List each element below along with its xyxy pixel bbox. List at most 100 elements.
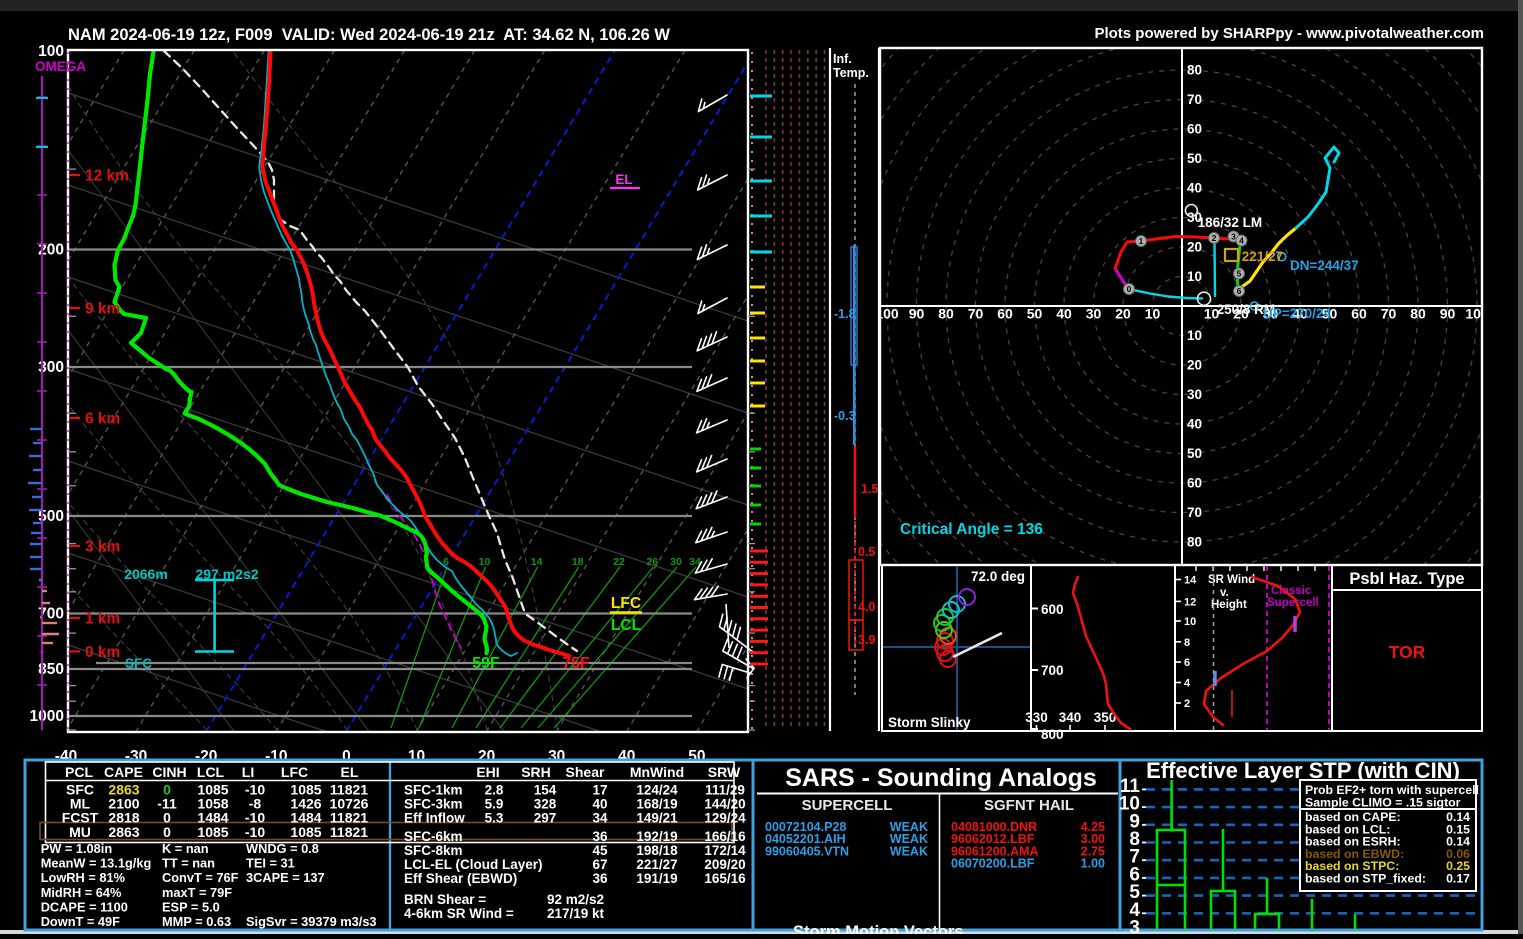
svg-text:ConvT = 76F: ConvT = 76F	[162, 870, 239, 885]
svg-text:12 km: 12 km	[85, 168, 129, 185]
svg-text:MeanW = 13.1g/kg: MeanW = 13.1g/kg	[41, 856, 152, 871]
svg-text:4-6km SR Wind =: 4-6km SR Wind =	[404, 906, 514, 921]
svg-text:36: 36	[592, 829, 608, 844]
svg-text:17: 17	[592, 783, 607, 798]
svg-text:-10: -10	[245, 824, 265, 840]
svg-text:based on STP_fixed:: based on STP_fixed:	[1305, 872, 1426, 886]
svg-text:149/21: 149/21	[636, 811, 678, 826]
svg-text:10: 10	[1184, 616, 1196, 628]
svg-text:TOR: TOR	[1389, 642, 1426, 662]
svg-text:MMP = 0.63: MMP = 0.63	[162, 914, 231, 929]
svg-text:DCAPE = 1100: DCAPE = 1100	[41, 899, 128, 914]
svg-text:EHI: EHI	[476, 764, 499, 780]
svg-text:45: 45	[592, 843, 608, 858]
svg-text:BRN Shear =: BRN Shear =	[404, 892, 486, 907]
svg-text:99060405.VTN: 99060405.VTN	[765, 844, 849, 858]
svg-text:0.5: 0.5	[858, 545, 875, 559]
svg-text:2: 2	[1184, 698, 1190, 710]
svg-text:40: 40	[1187, 417, 1202, 432]
svg-text:SARS - Sounding Analogs: SARS - Sounding Analogs	[785, 764, 1097, 792]
svg-text:9 km: 9 km	[85, 301, 120, 318]
svg-text:4: 4	[1184, 678, 1191, 690]
svg-text:WEAK: WEAK	[890, 844, 928, 858]
svg-text:3.9: 3.9	[858, 633, 875, 647]
svg-text:SFC-3km: SFC-3km	[404, 797, 463, 812]
svg-text:WNDG = 0.8: WNDG = 0.8	[246, 841, 319, 856]
svg-text:191/19: 191/19	[636, 871, 677, 886]
svg-text:60: 60	[1351, 306, 1367, 322]
svg-text:700: 700	[1041, 663, 1064, 678]
svg-text:maxT = 79F: maxT = 79F	[162, 885, 232, 900]
svg-text:SGFNT HAIL: SGFNT HAIL	[984, 797, 1074, 814]
svg-text:LCL-EL (Cloud Layer): LCL-EL (Cloud Layer)	[404, 857, 543, 872]
svg-text:30: 30	[1187, 387, 1202, 402]
svg-text:70: 70	[1381, 306, 1397, 322]
svg-text:92 m2/s2: 92 m2/s2	[547, 892, 604, 907]
svg-text:ESP = 5.0: ESP = 5.0	[162, 899, 220, 914]
svg-text:221/27: 221/27	[1242, 249, 1283, 264]
svg-text:Shear: Shear	[566, 764, 605, 780]
svg-text:70: 70	[1187, 92, 1202, 107]
svg-text:Eff Shear (EBWD): Eff Shear (EBWD)	[404, 871, 517, 886]
svg-text:EL: EL	[341, 764, 359, 780]
svg-text:5.3: 5.3	[485, 811, 504, 826]
svg-text:3CAPE = 137: 3CAPE = 137	[246, 870, 325, 885]
svg-text:06070200.LBF: 06070200.LBF	[951, 857, 1035, 871]
svg-text:0.17: 0.17	[1446, 872, 1470, 886]
svg-text:30: 30	[1086, 306, 1102, 322]
svg-text:192/19: 192/19	[636, 829, 677, 844]
svg-text:1.00: 1.00	[1081, 857, 1105, 871]
svg-text:186/32 LM: 186/32 LM	[1198, 215, 1263, 230]
svg-text:70: 70	[1187, 505, 1202, 520]
svg-text:LFC: LFC	[611, 595, 641, 612]
svg-text:36: 36	[592, 871, 608, 886]
svg-text:10: 10	[1145, 306, 1161, 322]
svg-text:Temp.: Temp.	[833, 66, 869, 80]
svg-text:EL: EL	[615, 172, 632, 187]
svg-text:K = nan: K = nan	[162, 841, 209, 856]
svg-text:14: 14	[531, 556, 543, 568]
svg-text:217/19 kt: 217/19 kt	[547, 906, 605, 921]
svg-text:20: 20	[1187, 358, 1202, 373]
svg-text:Inf.: Inf.	[833, 52, 852, 66]
svg-text:SigSvr = 39379 m3/s3: SigSvr = 39379 m3/s3	[246, 914, 377, 929]
svg-text:67: 67	[592, 857, 607, 872]
svg-text:221/27: 221/27	[636, 857, 677, 872]
svg-text:SFC-8km: SFC-8km	[404, 843, 463, 858]
svg-text:14: 14	[1184, 575, 1197, 587]
svg-text:59F: 59F	[472, 655, 500, 672]
svg-text:34: 34	[592, 811, 608, 826]
svg-text:SFC-1km: SFC-1km	[404, 783, 463, 798]
svg-text:80: 80	[1187, 63, 1202, 78]
svg-text:1085: 1085	[290, 824, 321, 840]
svg-text:154: 154	[534, 783, 557, 798]
svg-text:SR Wind: SR Wind	[1208, 574, 1255, 586]
svg-text:50: 50	[1187, 151, 1202, 166]
svg-text:NAM 2024-06-19 12z, F009 VALI: NAM 2024-06-19 12z, F009 VALID: Wed 2024…	[68, 26, 670, 44]
svg-text:0: 0	[163, 824, 171, 840]
svg-text:1.5: 1.5	[861, 482, 878, 496]
svg-text:124/24: 124/24	[636, 783, 678, 798]
svg-text:340: 340	[1059, 710, 1082, 725]
svg-text:Eff Inflow: Eff Inflow	[404, 811, 465, 826]
svg-text:LCL: LCL	[611, 617, 641, 634]
svg-text:600: 600	[1041, 602, 1064, 617]
svg-text:111/29: 111/29	[705, 783, 745, 798]
svg-text:Psbl Haz. Type: Psbl Haz. Type	[1349, 570, 1464, 588]
svg-text:80: 80	[938, 306, 954, 322]
svg-text:SRH: SRH	[521, 764, 551, 780]
svg-text:90: 90	[1440, 306, 1456, 322]
svg-text:MnWind: MnWind	[630, 764, 684, 780]
svg-text:TEI = 31: TEI = 31	[246, 856, 295, 871]
svg-text:60: 60	[997, 306, 1013, 322]
svg-text:LowRH = 81%: LowRH = 81%	[41, 870, 126, 885]
svg-text:40: 40	[592, 797, 607, 812]
svg-text:18: 18	[572, 556, 584, 568]
svg-text:Sample CLIMO = .15 sigtor: Sample CLIMO = .15 sigtor	[1305, 796, 1461, 810]
svg-text:LCL: LCL	[197, 764, 225, 780]
svg-text:144/20: 144/20	[704, 797, 745, 812]
svg-text:TT = nan: TT = nan	[162, 856, 215, 871]
svg-text:LI: LI	[242, 764, 254, 780]
svg-text:209/20: 209/20	[704, 857, 745, 872]
svg-text:Critical Angle = 136: Critical Angle = 136	[900, 521, 1043, 538]
